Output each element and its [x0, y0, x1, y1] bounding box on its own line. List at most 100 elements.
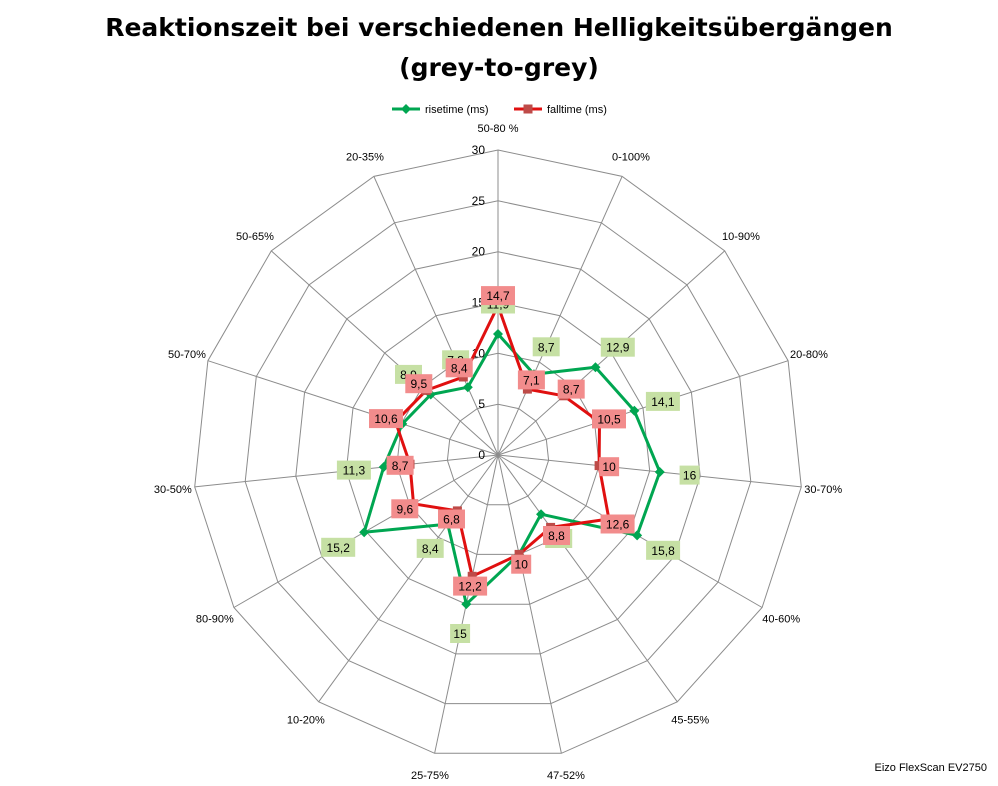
data-label-box [532, 337, 560, 357]
data-label-text: 14,7 [486, 289, 510, 303]
data-label-falltime: 10 [511, 554, 532, 574]
data-point-risetime [654, 467, 665, 478]
grid-ring [446, 403, 550, 506]
data-label-text: 12,6 [606, 518, 630, 532]
data-label-box [321, 537, 356, 557]
data-label-box [679, 465, 700, 485]
data-label-box [369, 409, 403, 429]
data-label-box [645, 391, 680, 411]
tick-label: 0 [478, 448, 485, 462]
data-point-risetime [590, 362, 601, 373]
legend-label-risetime: risetime (ms) [425, 104, 489, 116]
data-label-text: 8,7 [563, 383, 580, 397]
category-label: 20-35% [346, 151, 384, 163]
data-label-falltime: 9,5 [405, 374, 433, 394]
category-labels: 50-80 % 0-100% 10-90% 20-80% 30-70% 40-60% 45-… [154, 123, 843, 782]
data-label-falltime: 10,5 [592, 409, 626, 429]
data-label-falltime: 10 [599, 457, 620, 477]
category-label: 50-70% [168, 349, 206, 361]
chart-title-line-1: Reaktionszeit bei verschiedenen Helligke… [105, 13, 893, 42]
grid-spoke [497, 454, 802, 488]
data-point-risetime [359, 527, 370, 538]
data-label-falltime: 8,7 [386, 455, 414, 475]
series-risetime [359, 329, 665, 610]
chart-title-line-2: (grey-to-grey) [399, 53, 599, 82]
data-label-falltime: 12,6 [600, 514, 635, 534]
data-label-text: 9,6 [396, 502, 413, 516]
chart-title: Reaktionszeit bei verschiedenen Helligke… [0, 8, 998, 88]
data-label-text: 15 [453, 627, 467, 641]
data-label-risetime: 14,1 [645, 391, 680, 411]
grid-spoke [497, 454, 678, 703]
data-label-box [416, 538, 444, 558]
tick-label: 5 [478, 397, 485, 411]
data-label-text: 12,9 [606, 341, 630, 355]
data-label-box [386, 455, 414, 475]
tick-label: 20 [472, 245, 486, 259]
series-line-falltime [394, 304, 611, 578]
data-label-text: 16 [683, 469, 697, 483]
category-label: 50-65% [236, 231, 274, 243]
category-label: 30-70% [804, 484, 842, 496]
grid-spoke [373, 176, 499, 456]
data-label-box [438, 509, 465, 529]
data-label-falltime: 7,1 [517, 370, 545, 390]
series-falltime [391, 301, 614, 581]
data-label-text: 10 [515, 558, 529, 572]
data-label-falltime: 9,6 [391, 499, 419, 519]
category-label: 50-80 % [478, 123, 519, 135]
data-point-risetime [461, 599, 472, 610]
data-point-risetime [632, 530, 643, 541]
category-label: 45-55% [671, 715, 709, 727]
data-label-risetime: 15,2 [321, 537, 356, 557]
data-label-text: 8,7 [538, 340, 555, 354]
data-label-text: 15,8 [651, 544, 675, 558]
data-label-text: 15,2 [327, 541, 351, 555]
data-label-falltime: 8,8 [543, 526, 570, 545]
legend: risetime (ms) falltime (ms) [392, 104, 607, 116]
data-label-risetime: 15,8 [646, 540, 681, 560]
data-point-risetime [629, 405, 640, 416]
category-label: 10-20% [287, 715, 325, 727]
data-label-risetime: 16 [679, 465, 700, 485]
category-label: 10-90% [722, 231, 760, 243]
data-label-box [599, 457, 620, 477]
category-label: 30-50% [154, 484, 192, 496]
data-label-risetime: 11,3 [336, 460, 371, 480]
data-label-risetime: 15 [450, 624, 471, 643]
data-label-box [517, 370, 545, 390]
grid-spoke [497, 454, 562, 754]
data-label-risetime: 12,9 [600, 337, 635, 357]
grid-ring [295, 251, 701, 655]
data-label-text: 7,1 [523, 373, 540, 387]
tick-label: 30 [472, 143, 486, 157]
series-line-risetime [362, 332, 662, 606]
data-label-box [646, 540, 681, 560]
data-point-risetime [536, 509, 547, 520]
data-point-risetime [462, 382, 473, 393]
data-label-box [445, 358, 473, 378]
data-label-box [511, 554, 532, 574]
legend-label-falltime: falltime (ms) [547, 104, 607, 116]
category-label: 20-80% [790, 349, 828, 361]
data-label-falltime: 8,4 [445, 358, 473, 378]
data-label-text: 10 [602, 460, 616, 474]
grid-spoke [270, 250, 499, 456]
category-label: 25-75% [411, 770, 449, 782]
data-point-risetime [493, 329, 503, 340]
data-label-risetime: 8,7 [532, 337, 560, 357]
grid-spoke [318, 454, 499, 703]
grid-spoke [207, 360, 499, 456]
data-label-text: 8,4 [451, 361, 468, 375]
category-label: 40-60% [762, 614, 800, 626]
data-label-box [481, 286, 515, 306]
data-point-risetime [378, 462, 389, 473]
grid-spoke [497, 360, 789, 456]
data-label-box [450, 624, 471, 643]
data-label-falltime: 12,2 [453, 576, 488, 596]
data-point-falltime [467, 571, 477, 581]
legend-marker-risetime [401, 104, 411, 114]
data-label-risetime: 8,4 [416, 538, 444, 558]
legend-marker-falltime [523, 104, 533, 114]
